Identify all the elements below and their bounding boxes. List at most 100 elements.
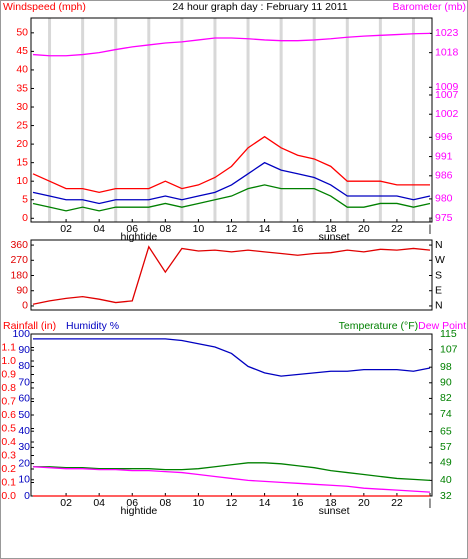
- x-tick-label: 20: [358, 497, 370, 509]
- y2-axis-label: Temperature (°F): [339, 320, 418, 332]
- x-tick-label: 18: [325, 223, 337, 235]
- y-tick-label: 0: [22, 212, 28, 224]
- y-tick-label: 50: [16, 27, 28, 39]
- y-tick-label: 1.1: [1, 341, 16, 353]
- x-tick-label: 16: [292, 223, 304, 235]
- y-tick-label: 40: [440, 474, 452, 486]
- chart-title: 24 hour graph day : February 11 2011: [172, 1, 347, 13]
- y-tick-label: 32: [440, 490, 452, 502]
- x-tick-label: 06: [126, 497, 138, 509]
- y3-axis-label: Humidity %: [66, 320, 119, 332]
- y-tick-label: 98: [440, 361, 452, 373]
- y-tick-label: 1018: [435, 46, 459, 58]
- y-tick-label: 90: [440, 377, 452, 389]
- y-tick-label: 25: [16, 119, 28, 131]
- legend-label: Dew Point: [418, 320, 466, 332]
- y-tick-label: 40: [16, 64, 28, 76]
- x-tick-label: 10: [193, 497, 205, 509]
- annotation: sunset: [319, 505, 350, 517]
- y-tick-label: 30: [16, 101, 28, 113]
- x-tick-label: |: [429, 223, 432, 235]
- x-tick-label: 18: [325, 497, 337, 509]
- series-line: [32, 32, 431, 57]
- plot-frame: [30, 239, 433, 311]
- y-tick-label: 74: [440, 408, 452, 420]
- y-tick-label: N: [435, 300, 443, 312]
- y-tick-label: 20: [18, 457, 30, 469]
- y-tick-label: 60: [18, 393, 30, 405]
- y-tick-label: 986: [435, 170, 453, 182]
- x-tick-label: 14: [259, 223, 271, 235]
- y-tick-label: 1.0: [1, 355, 16, 367]
- y-tick-label: 980: [435, 193, 453, 205]
- y-tick-label: 90: [16, 285, 28, 297]
- y-tick-label: 107: [440, 343, 458, 355]
- x-tick-label: 06: [126, 223, 138, 235]
- y-tick-label: 40: [18, 425, 30, 437]
- series-line: [32, 135, 430, 193]
- x-tick-label: 22: [391, 497, 403, 509]
- x-tick-label: 08: [159, 223, 171, 235]
- y-tick-label: N: [435, 239, 443, 251]
- y-axis-label: Rainfall (in): [3, 320, 56, 332]
- y-tick-label: 5: [22, 194, 28, 206]
- annotation: hightide: [120, 505, 157, 517]
- y-tick-label: 115: [440, 328, 457, 340]
- y-tick-label: 0.4: [1, 436, 16, 448]
- annotation: hightide: [120, 231, 157, 243]
- y-tick-label: 0: [22, 300, 28, 312]
- x-tick-label: 04: [93, 497, 105, 509]
- y-tick-label: 360: [10, 239, 28, 251]
- x-tick-label: 08: [159, 497, 171, 509]
- y-tick-label: 49: [440, 457, 452, 469]
- y-tick-label: 80: [18, 360, 30, 372]
- y-tick-label: 180: [10, 269, 28, 281]
- series-line: [32, 466, 431, 493]
- x-tick-label: 02: [60, 497, 72, 509]
- y-tick-label: 975: [435, 212, 453, 224]
- y-tick-label: 15: [16, 156, 28, 168]
- y-tick-label: 0: [24, 490, 30, 502]
- y-tick-label: 0.8: [1, 382, 16, 394]
- x-tick-label: 04: [93, 223, 105, 235]
- x-tick-label: 12: [226, 223, 238, 235]
- y-tick-label: 65: [440, 425, 452, 437]
- y-tick-label: 0.5: [1, 422, 16, 434]
- y-tick-label: W: [435, 254, 445, 266]
- y-tick-label: 270: [10, 254, 28, 266]
- y-tick-label: 0.3: [1, 449, 16, 461]
- y-tick-label: 10: [16, 175, 28, 187]
- y-tick-label: 0.7: [1, 395, 16, 407]
- series-line: [33, 462, 431, 482]
- series-line: [32, 245, 431, 305]
- x-tick-label: 12: [226, 497, 238, 509]
- y-tick-label: 0.0: [1, 490, 16, 502]
- y-tick-label: E: [435, 285, 442, 297]
- y-tick-label: 1007: [435, 89, 459, 101]
- y-tick-label: 20: [16, 138, 28, 150]
- series-line: [32, 184, 431, 212]
- x-tick-label: 22: [391, 223, 403, 235]
- x-tick-label: 16: [292, 497, 304, 509]
- annotation: sunset: [319, 231, 350, 243]
- y-tick-label: 0.2: [1, 463, 16, 475]
- y-tick-label: 30: [18, 441, 30, 453]
- y-tick-label: 991: [435, 150, 453, 162]
- y-tick-label: 57: [440, 441, 452, 453]
- y-tick-label: 45: [16, 45, 28, 57]
- y-tick-label: 1023: [435, 27, 459, 39]
- x-tick-label: 02: [60, 223, 72, 235]
- y-tick-label: 100: [12, 328, 30, 340]
- y-tick-label: 90: [18, 344, 30, 356]
- y-tick-label: 0.6: [1, 409, 16, 421]
- y-tick-label: S: [435, 269, 442, 281]
- y-axis-label: Windspeed (mph): [3, 1, 86, 13]
- x-tick-label: 20: [358, 223, 370, 235]
- x-tick-label: 14: [259, 497, 271, 509]
- y-tick-label: 1009: [435, 81, 459, 93]
- x-tick-label: 10: [193, 223, 205, 235]
- y-tick-label: 70: [18, 376, 30, 388]
- y-tick-label: 996: [435, 131, 453, 143]
